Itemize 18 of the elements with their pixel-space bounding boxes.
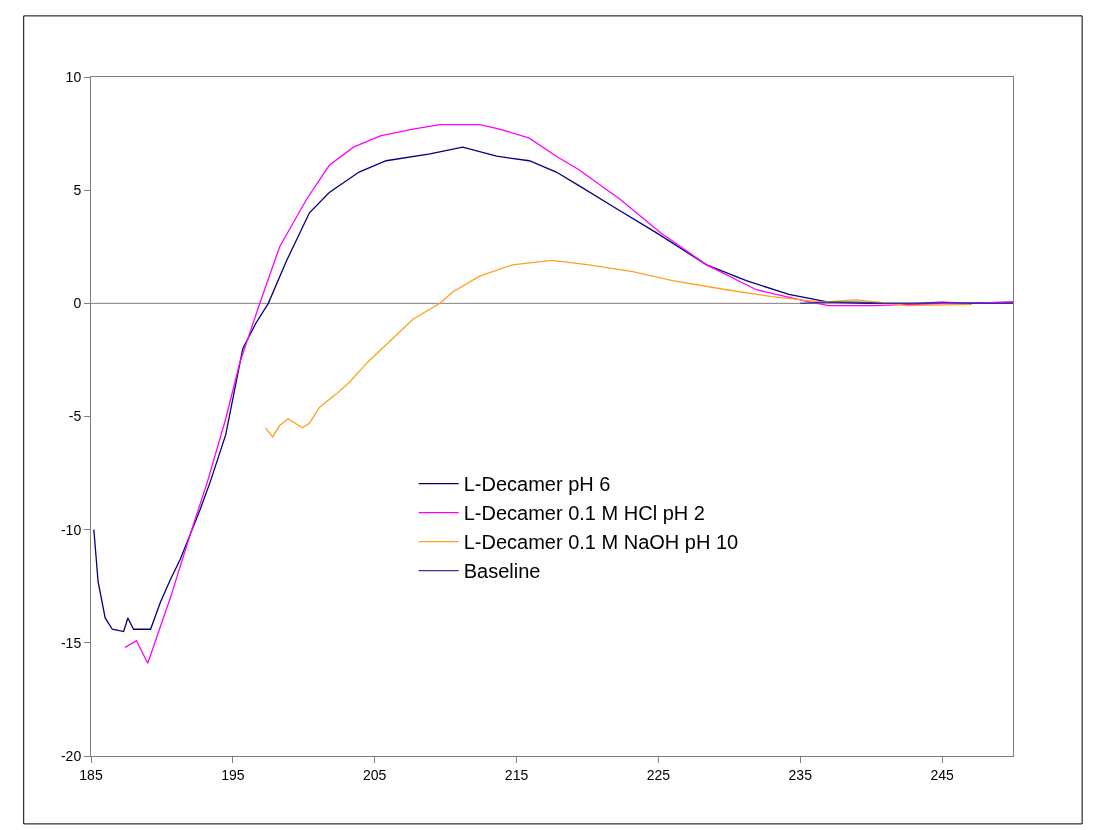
y-tick-label: -20 bbox=[60, 747, 82, 764]
x-tick-label: 235 bbox=[788, 766, 813, 783]
x-tick-label: 225 bbox=[646, 766, 671, 783]
x-tick-label: 215 bbox=[504, 766, 529, 783]
legend-label: L-Decamer 0.1 M NaOH pH 10 bbox=[463, 531, 739, 554]
y-tick-label: -10 bbox=[60, 521, 82, 538]
y-tick-label: 0 bbox=[73, 295, 82, 312]
legend-label: L-Decamer pH 6 bbox=[463, 473, 611, 496]
x-tick-label: 245 bbox=[930, 766, 954, 783]
x-tick-label: 195 bbox=[221, 766, 245, 783]
legend-label: Baseline bbox=[463, 560, 541, 583]
legend-label: L-Decamer 0.1 M HCl pH 2 bbox=[463, 502, 705, 525]
x-tick-label: 205 bbox=[363, 766, 387, 783]
x-tick-label: 185 bbox=[79, 766, 103, 783]
y-tick-label: -15 bbox=[60, 634, 82, 651]
y-tick-label: 10 bbox=[65, 68, 82, 85]
y-tick-label: -5 bbox=[68, 408, 82, 425]
y-tick-label: 5 bbox=[73, 182, 82, 199]
